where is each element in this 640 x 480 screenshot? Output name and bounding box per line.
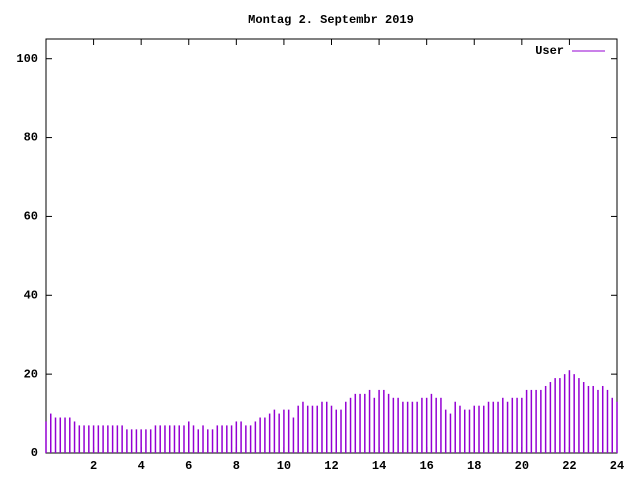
y-tick-label: 100 — [16, 52, 38, 66]
x-tick-label: 4 — [138, 459, 145, 473]
x-tick-label: 2 — [90, 459, 97, 473]
x-tick-label: 20 — [515, 459, 529, 473]
y-tick-label: 80 — [24, 131, 38, 145]
y-tick-label: 20 — [24, 367, 38, 381]
chart-title: Montag 2. Septembr 2019 — [248, 13, 414, 27]
x-tick-label: 6 — [185, 459, 192, 473]
legend-label: User — [535, 44, 564, 58]
x-tick-label: 10 — [277, 459, 291, 473]
y-tick-label: 0 — [31, 446, 38, 460]
x-tick-label: 18 — [467, 459, 481, 473]
x-tick-label: 8 — [233, 459, 240, 473]
x-tick-label: 14 — [372, 459, 386, 473]
x-tick-label: 16 — [419, 459, 433, 473]
x-tick-label: 22 — [562, 459, 576, 473]
y-tick-label: 40 — [24, 288, 38, 302]
x-tick-label: 12 — [324, 459, 338, 473]
x-tick-label: 24 — [610, 459, 624, 473]
y-tick-label: 60 — [24, 210, 38, 224]
